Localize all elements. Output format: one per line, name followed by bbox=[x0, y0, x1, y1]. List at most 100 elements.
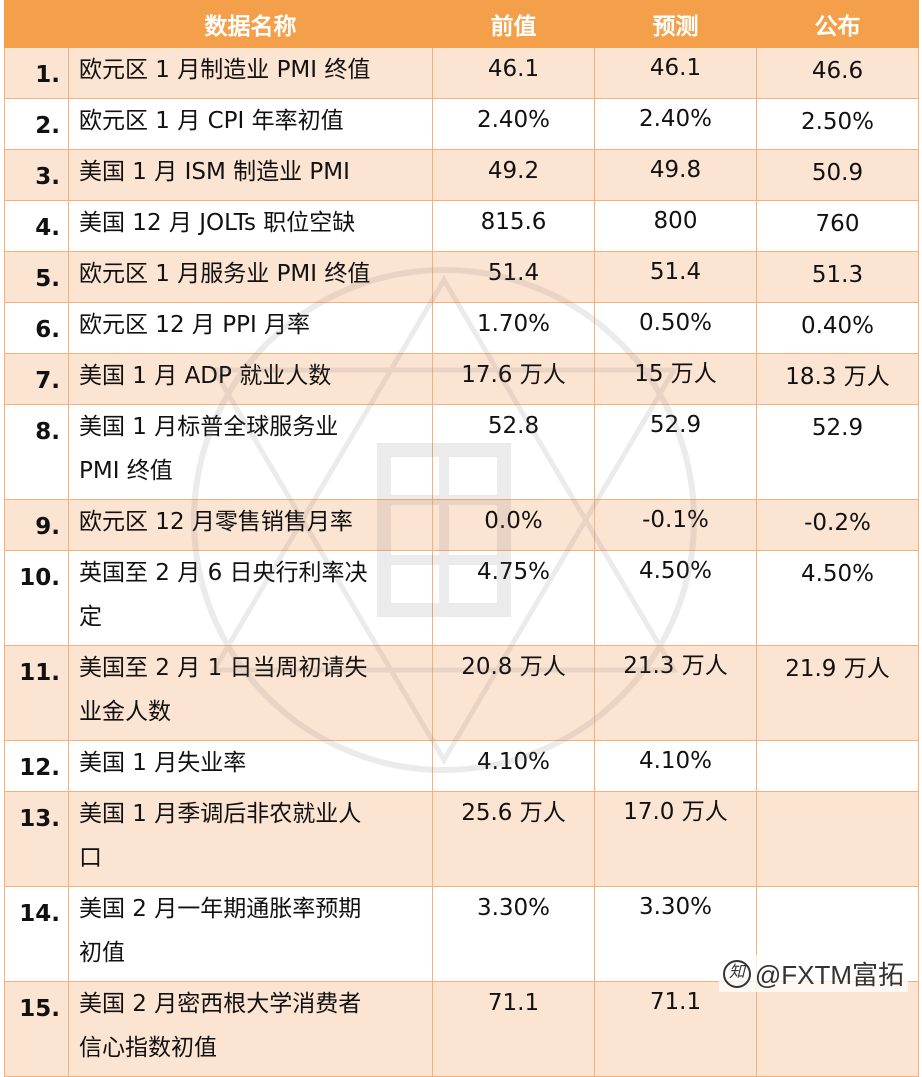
indicator-name-line: 欧元区 1 月 CPI 年率初值 bbox=[79, 108, 344, 134]
table-header-row: 数据名称 前值 预测 公布 bbox=[4, 0, 919, 48]
indicator-name-line: 美国 2 月密西根大学消费者 bbox=[79, 991, 362, 1017]
indicator-name-line: 口 bbox=[79, 845, 102, 871]
indicator-name-line: 美国 1 月标普全球服务业 bbox=[79, 414, 339, 440]
indicator-name-line: 定 bbox=[79, 604, 102, 630]
row-index: 5. bbox=[4, 251, 69, 303]
indicator-name-cell: 英国至 2 月 6 日央行利率决定 bbox=[68, 550, 433, 646]
indicator-name-cell: 美国至 2 月 1 日当周初请失 业金人数 bbox=[68, 645, 433, 741]
published-value: 760 bbox=[756, 200, 919, 252]
forecast-value: 2.40% bbox=[594, 98, 757, 150]
published-value bbox=[756, 981, 919, 1077]
published-value: 51.3 bbox=[756, 251, 919, 303]
indicator-name-cell: 美国 1 月季调后非农就业人口 bbox=[68, 791, 433, 887]
indicator-name-line: 美国 2 月一年期通胀率预期 bbox=[79, 896, 362, 922]
table-row: 13. 美国 1 月季调后非农就业人口 25.6 万人 17.0 万人 bbox=[4, 791, 919, 887]
indicator-name-cell: 欧元区 1 月服务业 PMI 终值 bbox=[68, 251, 433, 303]
table-row: 2. 欧元区 1 月 CPI 年率初值 2.40% 2.40% 2.50% bbox=[4, 98, 919, 150]
indicator-name-line: 欧元区 1 月服务业 PMI 终值 bbox=[79, 261, 371, 287]
published-value: 21.9 万人 bbox=[756, 645, 919, 741]
previous-value: 3.30% bbox=[432, 886, 595, 982]
header-name: 数据名称 bbox=[68, 0, 433, 48]
published-value: 52.9 bbox=[756, 404, 919, 500]
previous-value: 0.0% bbox=[432, 499, 595, 551]
zhihu-logo-icon: 知 bbox=[722, 959, 751, 988]
indicator-name-cell: 欧元区 12 月 PPI 月率 bbox=[68, 302, 433, 354]
table-row: 6. 欧元区 12 月 PPI 月率 1.70% 0.50% 0.40% bbox=[4, 302, 919, 354]
indicator-name-cell: 欧元区 1 月 CPI 年率初值 bbox=[68, 98, 433, 150]
published-value: -0.2% bbox=[756, 499, 919, 551]
table-row: 10. 英国至 2 月 6 日央行利率决定 4.75% 4.50% 4.50% bbox=[4, 550, 919, 646]
credit-badge: 知 @FXTM富拓 bbox=[718, 955, 908, 992]
forecast-value: 4.50% bbox=[594, 550, 757, 646]
indicator-name-cell: 美国 1 月失业率 bbox=[68, 740, 433, 792]
previous-value: 4.10% bbox=[432, 740, 595, 792]
previous-value: 51.4 bbox=[432, 251, 595, 303]
row-index: 13. bbox=[4, 791, 69, 887]
row-index: 1. bbox=[4, 47, 69, 99]
published-value: 2.50% bbox=[756, 98, 919, 150]
forecast-value: 46.1 bbox=[594, 47, 757, 99]
published-value: 0.40% bbox=[756, 302, 919, 354]
data-table-container: 数据名称 前值 预测 公布 1. 欧元区 1 月制造业 PMI 终值 46.1 46.… bbox=[4, 0, 919, 1077]
table-row: 15. 美国 2 月密西根大学消费者 信心指数初值 71.1 71.1 bbox=[4, 981, 919, 1077]
previous-value: 2.40% bbox=[432, 98, 595, 150]
table-row: 5. 欧元区 1 月服务业 PMI 终值 51.4 51.4 51.3 bbox=[4, 251, 919, 303]
forecast-value: 49.8 bbox=[594, 149, 757, 201]
row-index: 10. bbox=[4, 550, 69, 646]
indicator-name-cell: 美国 1 月 ADP 就业人数 bbox=[68, 353, 433, 405]
table-row: 12. 美国 1 月失业率 4.10% 4.10% bbox=[4, 740, 919, 792]
table-row: 7. 美国 1 月 ADP 就业人数 17.6 万人 15 万人 18.3 万人 bbox=[4, 353, 919, 405]
table-row: 9. 欧元区 12 月零售销售月率 0.0% -0.1% -0.2% bbox=[4, 499, 919, 551]
previous-value: 815.6 bbox=[432, 200, 595, 252]
indicator-name-line: 业金人数 bbox=[79, 699, 171, 725]
row-index: 8. bbox=[4, 404, 69, 500]
forecast-value: -0.1% bbox=[594, 499, 757, 551]
table-row: 11. 美国至 2 月 1 日当周初请失 业金人数 20.8 万人 21.3 万人 21.… bbox=[4, 645, 919, 741]
row-index: 2. bbox=[4, 98, 69, 150]
row-index: 14. bbox=[4, 886, 69, 982]
table-row: 4. 美国 12 月 JOLTs 职位空缺 815.6 800 760 bbox=[4, 200, 919, 252]
previous-value: 1.70% bbox=[432, 302, 595, 354]
previous-value: 52.8 bbox=[432, 404, 595, 500]
forecast-value: 52.9 bbox=[594, 404, 757, 500]
published-value: 18.3 万人 bbox=[756, 353, 919, 405]
forecast-value: 51.4 bbox=[594, 251, 757, 303]
previous-value: 20.8 万人 bbox=[432, 645, 595, 741]
forecast-value: 15 万人 bbox=[594, 353, 757, 405]
table-body: 1. 欧元区 1 月制造业 PMI 终值 46.1 46.1 46.6 2. 欧元区 1 月… bbox=[4, 47, 919, 1077]
indicator-name-line: 欧元区 1 月制造业 PMI 终值 bbox=[79, 57, 371, 83]
row-index: 6. bbox=[4, 302, 69, 354]
header-index bbox=[4, 0, 69, 48]
published-value bbox=[756, 791, 919, 887]
forecast-value: 4.10% bbox=[594, 740, 757, 792]
published-value: 50.9 bbox=[756, 149, 919, 201]
indicator-name-cell: 欧元区 1 月制造业 PMI 终值 bbox=[68, 47, 433, 99]
row-index: 9. bbox=[4, 499, 69, 551]
indicator-name-line: 欧元区 12 月零售销售月率 bbox=[79, 509, 353, 535]
indicator-name-cell: 美国 1 月标普全球服务业 PMI 终值 bbox=[68, 404, 433, 500]
indicator-name-line: 美国 1 月失业率 bbox=[79, 750, 247, 776]
row-index: 4. bbox=[4, 200, 69, 252]
indicator-name-line: 美国 1 月 ISM 制造业 PMI bbox=[79, 159, 350, 185]
published-value: 46.6 bbox=[756, 47, 919, 99]
forecast-value: 17.0 万人 bbox=[594, 791, 757, 887]
published-value: 4.50% bbox=[756, 550, 919, 646]
indicator-name-line: 欧元区 12 月 PPI 月率 bbox=[79, 312, 311, 338]
indicator-name-line: 美国至 2 月 1 日当周初请失 bbox=[79, 655, 368, 681]
previous-value: 71.1 bbox=[432, 981, 595, 1077]
indicator-name-cell: 美国 2 月一年期通胀率预期 初值 bbox=[68, 886, 433, 982]
indicator-name-cell: 美国 2 月密西根大学消费者 信心指数初值 bbox=[68, 981, 433, 1077]
previous-value: 49.2 bbox=[432, 149, 595, 201]
previous-value: 4.75% bbox=[432, 550, 595, 646]
row-index: 15. bbox=[4, 981, 69, 1077]
indicator-name-cell: 美国 12 月 JOLTs 职位空缺 bbox=[68, 200, 433, 252]
indicator-name-line: 美国 12 月 JOLTs 职位空缺 bbox=[79, 210, 356, 236]
row-index: 12. bbox=[4, 740, 69, 792]
row-index: 11. bbox=[4, 645, 69, 741]
previous-value: 25.6 万人 bbox=[432, 791, 595, 887]
header-published: 公布 bbox=[756, 0, 919, 48]
indicator-name-line: 初值 bbox=[79, 940, 125, 966]
indicator-name-line: 英国至 2 月 6 日央行利率决 bbox=[79, 560, 368, 586]
table-row: 1. 欧元区 1 月制造业 PMI 终值 46.1 46.1 46.6 bbox=[4, 47, 919, 99]
indicator-name-line: 美国 1 月季调后非农就业人 bbox=[79, 801, 362, 827]
